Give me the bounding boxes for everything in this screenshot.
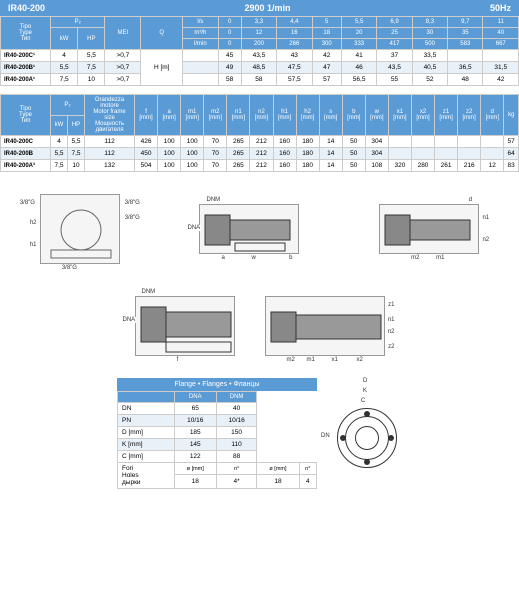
lbl-x1: x1: [331, 357, 339, 363]
flange-table-wrap: Flange • Flanges • Фланцы DNADNMDN6540PN…: [117, 378, 317, 489]
lbl-w: w: [250, 255, 256, 261]
hdr-model: IR40-200: [8, 3, 45, 13]
flange-hole: [364, 459, 370, 465]
flange-hole: [388, 435, 394, 441]
pump-side2-svg: [136, 297, 236, 357]
lbl-dnm2: DNM: [141, 289, 157, 295]
lbl-d: d: [468, 197, 473, 203]
lbl-DN: DN: [320, 433, 331, 439]
flange-diagram: D K C DN: [332, 378, 402, 478]
lbl-n2: n2: [481, 237, 490, 243]
lbl-g4: 3/8"G: [61, 265, 78, 271]
lbl-n1: n1: [481, 215, 490, 221]
lbl-D: D: [362, 378, 368, 384]
lbl-m2b: m2: [286, 357, 296, 363]
diag-side2: DNM DNA f: [135, 296, 235, 356]
lbl-z2: z2: [387, 344, 395, 350]
pump-top2-svg: [266, 297, 386, 357]
lbl-z1: z1: [387, 302, 395, 308]
diag-side1: DNM DNA a w b: [199, 204, 299, 254]
lbl-h2: h2: [29, 220, 38, 226]
lbl-x2: x2: [356, 357, 364, 363]
flange-inner: [355, 426, 379, 450]
lbl-dna: DNA: [186, 225, 201, 231]
pump-top1-svg: [380, 205, 480, 255]
flange-hole: [340, 435, 346, 441]
flange-table: DNADNMDN6540PN10/1610/16D [mm]185150K [m…: [117, 391, 317, 489]
dim-table: TipoTypeТипP₂GrandezzamotoreMotor frames…: [0, 94, 519, 172]
lbl-n2b: n2: [387, 329, 396, 335]
lbl-h1: h1: [29, 242, 38, 248]
flange-title: Flange • Flanges • Фланцы: [117, 378, 317, 391]
diagrams-row1: 3/8"G 3/8"G 3/8"G 3/8"G h1 h2 DNM DNA a …: [0, 184, 519, 274]
lbl-a: a: [220, 255, 225, 261]
lbl-g: 3/8"G: [19, 200, 36, 206]
lbl-K: K: [362, 388, 368, 394]
diag-front: 3/8"G 3/8"G 3/8"G 3/8"G h1 h2: [40, 194, 120, 264]
lbl-b: b: [288, 255, 293, 261]
lbl-dnm: DNM: [205, 197, 221, 203]
hdr-hz: 50Hz: [490, 3, 511, 13]
perf-table: TipoTypeТипP₂MEIQl/s03,34,455,56,98,39,7…: [0, 16, 519, 86]
lbl-m2: m2: [410, 255, 420, 261]
diagrams-row2: DNM DNA f z1 n1 n2 z2 m2 m1 x1 x2: [0, 286, 519, 366]
lbl-n1b: n1: [387, 317, 396, 323]
diag-top1: d n1 n2 m2 m1: [379, 204, 479, 254]
pump-side1-svg: [200, 205, 300, 255]
lbl-g3: 3/8"G: [124, 215, 141, 221]
lbl-m1b: m1: [306, 357, 316, 363]
lbl-f: f: [176, 357, 180, 363]
pump-front-svg: [41, 195, 121, 265]
flange-hole: [364, 411, 370, 417]
hdr-rpm: 2900 1/min: [244, 3, 290, 13]
diag-top2: z1 n1 n2 z2 m2 m1 x1 x2: [265, 296, 385, 356]
lbl-C: C: [360, 398, 366, 404]
lbl-m1: m1: [435, 255, 445, 261]
lbl-dna2: DNA: [122, 317, 137, 323]
lbl-g2: 3/8"G: [124, 200, 141, 206]
